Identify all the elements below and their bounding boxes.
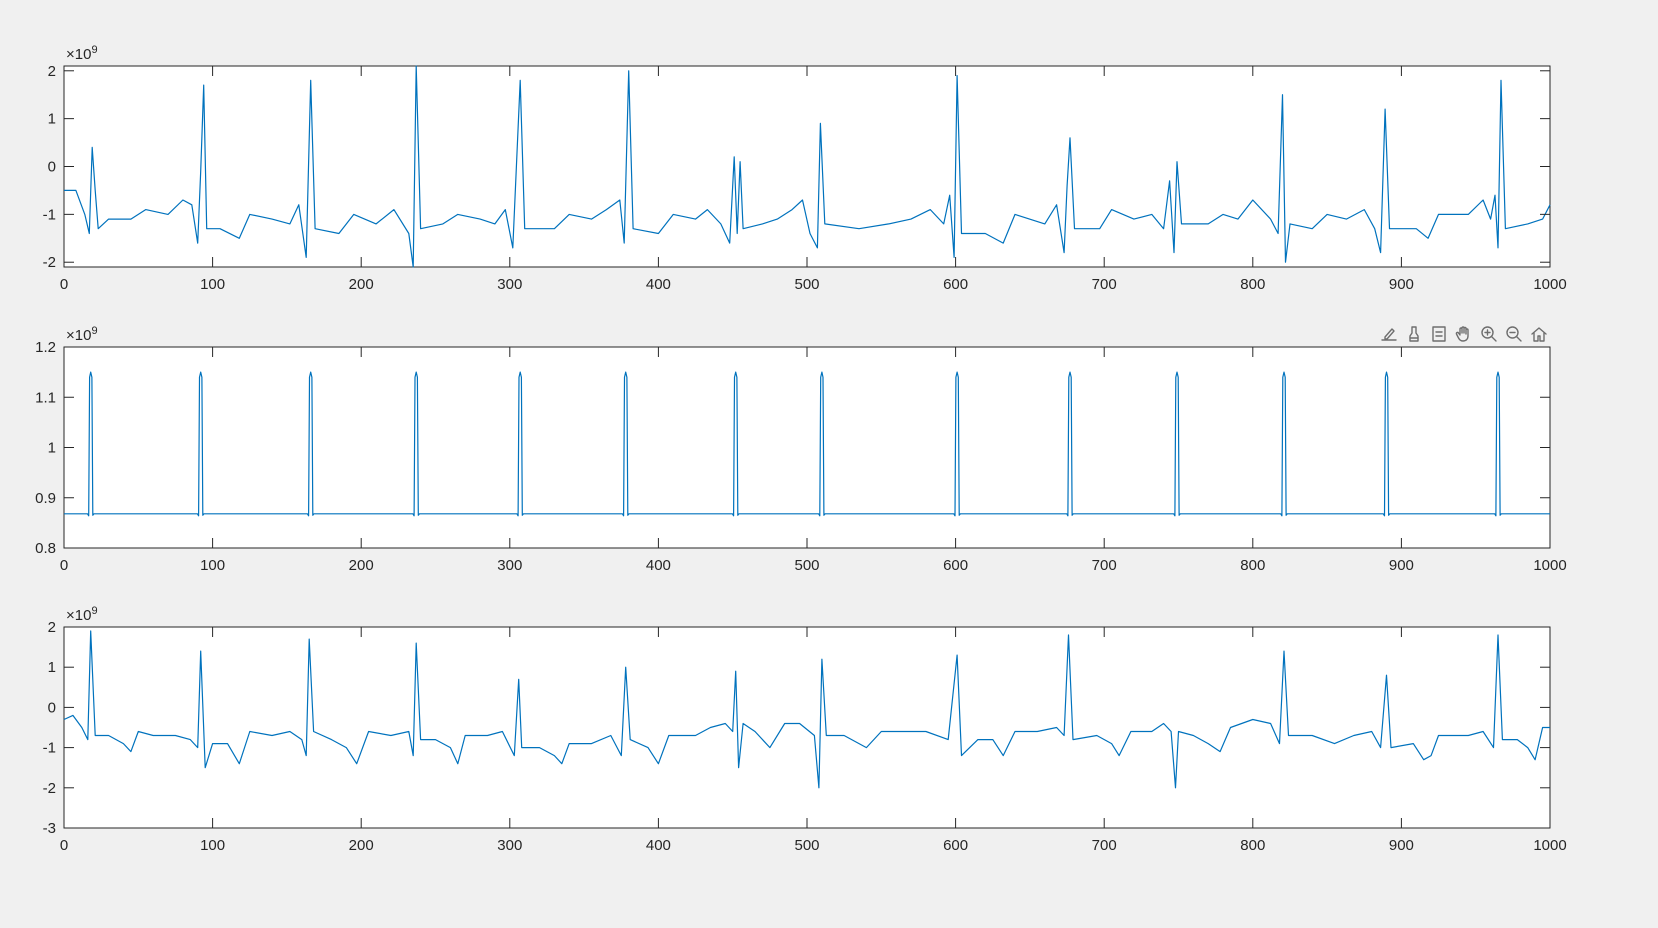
x-tick-label: 200 (349, 276, 374, 293)
zoom-out-icon (1506, 326, 1522, 342)
x-tick-label: 800 (1240, 276, 1265, 293)
y-tick-label: -2 (43, 254, 56, 271)
signal-line (64, 65, 1551, 268)
brush-data-icon (1409, 326, 1419, 342)
datatip-button[interactable] (1428, 323, 1450, 345)
x-tick-label: 400 (646, 557, 671, 574)
plot-area (63, 65, 1551, 268)
axes-toolbar (1378, 322, 1550, 346)
x-tick-label: 900 (1389, 276, 1414, 293)
x-tick-label: 300 (497, 837, 522, 854)
y-tick-label: 2 (48, 619, 56, 636)
x-tick-label: 0 (60, 557, 68, 574)
plot-area (63, 626, 1551, 829)
zoom-out-button[interactable] (1503, 323, 1525, 345)
x-tick-label: 300 (497, 557, 522, 574)
axis-exponent-label: ×109 (66, 325, 98, 344)
y-tick-label: 2 (48, 63, 56, 80)
pan-hand-icon (1455, 326, 1469, 342)
x-tick-label: 600 (943, 276, 968, 293)
datatip-icon (1432, 326, 1446, 342)
zoom-in-button[interactable] (1478, 323, 1500, 345)
y-tick-label: 1.1 (35, 389, 56, 406)
y-tick-label: 1 (48, 659, 56, 676)
y-tick-label: 1 (48, 440, 56, 457)
x-tick-label: 600 (943, 837, 968, 854)
x-tick-label: 400 (646, 837, 671, 854)
signal-line (64, 371, 1550, 517)
x-tick-label: 100 (200, 276, 225, 293)
plot-area (63, 346, 1551, 549)
x-tick-label: 200 (349, 837, 374, 854)
restore-view-home-button[interactable] (1528, 323, 1550, 345)
export-brush-icon (1381, 328, 1397, 341)
x-tick-label: 900 (1389, 557, 1414, 574)
axes-panel-3: 0 100 200 300 400 500 600 700 800 900 1000 -3 -2 -1 0 1… (43, 605, 1567, 854)
x-tick-label: 700 (1092, 276, 1117, 293)
brush-data-button[interactable] (1403, 323, 1425, 345)
axis-exponent-label: ×109 (66, 605, 98, 624)
x-tick-label: 1000 (1533, 557, 1566, 574)
y-tick-label: 1 (48, 111, 56, 128)
axis-exponent-label: ×109 (66, 44, 98, 63)
x-tick-label: 1000 (1533, 276, 1566, 293)
x-tick-label: 200 (349, 557, 374, 574)
y-tick-label: -1 (43, 740, 56, 757)
x-tick-label: 500 (794, 557, 819, 574)
x-tick-label: 800 (1240, 557, 1265, 574)
x-tick-label: 0 (60, 837, 68, 854)
x-tick-label: 700 (1092, 837, 1117, 854)
x-tick-label: 1000 (1533, 837, 1566, 854)
x-tick-label: 0 (60, 276, 68, 293)
zoom-in-icon (1481, 326, 1497, 342)
axes-panel-2: 0 100 200 300 400 500 600 700 800 900 1000 0.8 0.9 1 1… (35, 325, 1567, 574)
export-brush-button[interactable] (1378, 323, 1400, 345)
x-tick-label: 500 (794, 837, 819, 854)
x-tick-label: 300 (497, 276, 522, 293)
signal-line (63, 630, 1550, 789)
y-tick-label: 0.9 (35, 490, 56, 507)
y-tick-label: 1.2 (35, 339, 56, 356)
x-tick-label: 400 (646, 276, 671, 293)
y-tick-label: 0 (48, 159, 56, 176)
x-tick-label: 100 (200, 557, 225, 574)
x-tick-label: 600 (943, 557, 968, 574)
y-tick-label: -1 (43, 206, 56, 223)
axes-panel-1: 0 100 200 300 400 500 600 700 800 900 1000 -2 -1 0 1 2 ×… (43, 44, 1567, 293)
x-tick-label: 100 (200, 837, 225, 854)
x-tick-label: 500 (794, 276, 819, 293)
y-tick-label: -2 (43, 780, 56, 797)
restore-view-home-icon (1531, 327, 1547, 342)
y-tick-label: 0 (48, 699, 56, 716)
pan-hand-button[interactable] (1453, 323, 1475, 345)
x-tick-label: 800 (1240, 837, 1265, 854)
x-tick-label: 700 (1092, 557, 1117, 574)
y-tick-label: 0.8 (35, 540, 56, 557)
x-tick-label: 900 (1389, 837, 1414, 854)
y-tick-label: -3 (43, 820, 56, 837)
